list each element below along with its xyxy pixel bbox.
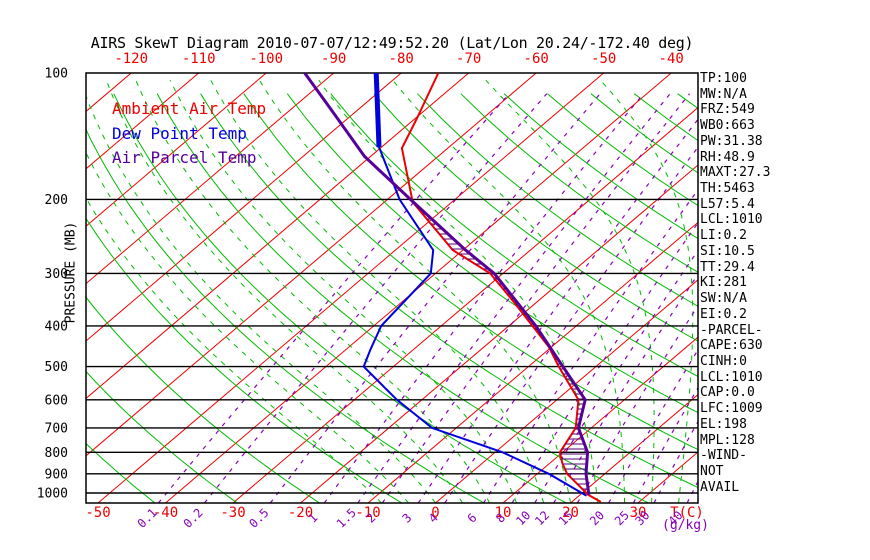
top-temp-label: -120	[114, 51, 148, 67]
panel-stat: LI:0.2	[700, 228, 747, 244]
panel-stat: TH:5463	[700, 181, 755, 197]
bottom-temp-label: -40	[153, 505, 178, 521]
panel-stat: FRZ:549	[700, 102, 755, 118]
panel-stat: SI:10.5	[700, 243, 755, 259]
pressure-tick-label: 700	[45, 421, 68, 436]
mixing-ratio-label: 12	[532, 508, 552, 528]
top-temp-label: -90	[321, 51, 346, 67]
pressure-tick-label: 200	[45, 193, 68, 208]
top-temp-label: -80	[389, 51, 414, 67]
legend-item: Ambient Air Temp	[112, 99, 267, 118]
curve-air-parcel-temp	[303, 73, 591, 496]
panel-stat: RH:48.9	[700, 149, 755, 165]
chart-title: AIRS SkewT Diagram 2010-07-07/12:49:52.2…	[90, 34, 694, 52]
bottom-temp-label: 10	[495, 505, 512, 521]
panel-stat: LCL:1010	[700, 212, 763, 228]
panel-stat: LFC:1009	[700, 401, 763, 417]
bottom-temp-label: -10	[355, 505, 380, 521]
panel-stat: MAXT:27.3	[700, 165, 771, 181]
mixing-ratio-label: 0.2	[181, 506, 206, 531]
panel-stat: MW:N/A	[700, 86, 747, 102]
mixing-ratio-lines	[157, 93, 698, 503]
bottom-temp-label: -20	[288, 505, 313, 521]
pressure-tick-label: 900	[45, 467, 68, 482]
legend-item: Dew Point Temp	[112, 123, 247, 143]
panel-stat: CAP:0.0	[700, 385, 755, 401]
mixing-ratio-label: 10	[513, 508, 533, 528]
sounding-curves	[303, 73, 602, 503]
mixing-ratio-label: 6	[465, 511, 480, 526]
bottom-temp-label: 30	[630, 505, 647, 521]
mixing-ratio-label: 3	[399, 511, 414, 526]
legend-item: Air Parcel Temp	[112, 148, 257, 167]
pressure-tick-label: 1000	[37, 487, 68, 502]
pressure-tick-label: 600	[45, 393, 68, 408]
mixing-ratio-label: 20	[587, 508, 607, 528]
panel-stat: SW:N/A	[700, 291, 747, 307]
panel-stat: -WIND-	[700, 448, 747, 464]
pressure-tick-label: 100	[45, 67, 68, 82]
curve-dew-point-temp-upper-	[373, 73, 382, 148]
pressure-tick-label: 500	[45, 360, 68, 375]
temp-unit-label: T(C)	[670, 505, 704, 521]
panel-stat: TP:100	[700, 71, 747, 86]
curve-dew-point-temp	[362, 146, 588, 497]
pressure-tick-label: 300	[45, 267, 68, 282]
plot-frame	[85, 72, 699, 504]
panel-stat: NOT	[700, 463, 724, 479]
panel-stat: EI:0.2	[700, 306, 747, 322]
panel-stat: EL:198	[700, 416, 747, 432]
stats-panel: TP:100 MW:N/A FRZ:549 WB0:663 PW:31.38 RH:48.…	[700, 71, 770, 495]
top-temp-label: -50	[591, 51, 616, 67]
top-temp-label: -100	[249, 51, 283, 67]
top-temp-label: -70	[456, 51, 481, 67]
top-temp-label: -60	[524, 51, 549, 67]
legend: Ambient Air Temp Dew Point Temp Air Parcel…	[112, 97, 266, 171]
bottom-temp-label: 20	[562, 505, 579, 521]
mixing-ratio-label: 0.5	[246, 506, 271, 531]
top-temp-label: -110	[182, 51, 216, 67]
pressure-axis-label: PRESSURE (MB)	[63, 221, 79, 324]
panel-stat: WB0:663	[700, 118, 755, 134]
curve-ambient-air-temp	[400, 73, 602, 503]
top-temp-label: -40	[659, 51, 684, 67]
panel-stat: PW:31.38	[700, 133, 763, 149]
pressure-tick-label: 400	[45, 319, 68, 334]
panel-stat: KI:281	[700, 275, 747, 291]
pressure-tick-label: 800	[45, 446, 68, 461]
panel-stat: LCL:1010	[700, 369, 763, 385]
pressure-gridlines	[86, 198, 698, 494]
panel-stat: MPL:128	[700, 432, 755, 448]
bottom-temp-label: -30	[220, 505, 245, 521]
bottom-temp-label: -50	[85, 505, 110, 521]
bottom-temp-label: 0	[431, 505, 439, 521]
panel-stat: -PARCEL-	[700, 322, 763, 338]
panel-stat: CINH:0	[700, 353, 747, 369]
cape-hatch	[414, 203, 589, 495]
panel-stat: L57:5.4	[700, 196, 755, 212]
mixing-unit-label: (g/kg)	[662, 518, 709, 533]
panel-stat: AVAIL	[700, 479, 740, 495]
panel-stat: TT:29.4	[700, 259, 755, 275]
panel-stat: CAPE:630	[700, 338, 763, 354]
